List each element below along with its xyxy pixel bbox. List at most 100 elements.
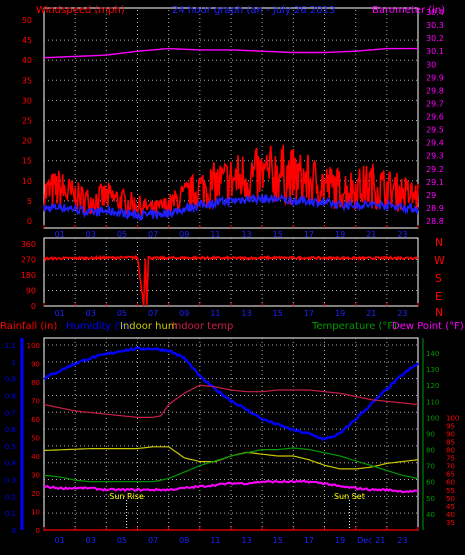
legend-humidity: Humidity (%) <box>66 321 132 332</box>
humidity-tick-label: 100 <box>27 342 40 350</box>
temperature-inner-tick-label: 40 <box>426 511 435 519</box>
legend-dew-point: Dew Point (°F) <box>392 321 464 332</box>
compass-s: S <box>435 272 442 285</box>
barometer-tick-label: 30.1 <box>426 47 444 56</box>
rainfall-tick-label: 0.2 <box>5 493 16 501</box>
direction-tick-label: 09 <box>179 309 189 318</box>
barometer-tick-label: 29.5 <box>426 126 444 135</box>
temperature-inner-tick-label: 80 <box>426 447 435 455</box>
direction-tick-label: 180 <box>21 271 36 280</box>
temperature-inner-tick-label: 70 <box>426 463 435 471</box>
windspeed-tick-label: 15 <box>22 157 32 166</box>
rainfall-tick-label: 0.5 <box>5 443 16 451</box>
wind-tick-label: 11 <box>210 230 220 239</box>
wind-panel-grid <box>44 10 418 228</box>
rainfall-tick-label: 0.1 <box>5 510 16 518</box>
barometer-tick-label: 29.1 <box>426 178 444 187</box>
windspeed-axis: 0 5 10 15 20 25 30 35 40 45 50 <box>22 16 32 226</box>
direction-tick-label: 11 <box>210 309 220 318</box>
windspeed-axis-label: Windspeed (mph) <box>36 5 125 16</box>
temperature-outer-tick-label: 80 <box>446 447 455 455</box>
legend-indoor-hum: Indoor hum <box>120 321 178 332</box>
windspeed-tick-label: 45 <box>22 36 32 45</box>
temperature-outer-tick-label: 45 <box>446 503 455 511</box>
barometer-tick-label: 28.9 <box>426 204 444 213</box>
temperature-outer-tick-label: 50 <box>446 495 455 503</box>
barometer-tick-label: 30 <box>426 60 436 69</box>
sun-markers: Sun Rise Sun Set <box>109 492 365 530</box>
compass-labels: N W S E N <box>434 236 445 319</box>
wind-tick-label: 19 <box>335 230 345 239</box>
rainfall-tick-label: 0.9 <box>5 376 16 384</box>
wind-tick-label: 01 <box>54 230 64 239</box>
windspeed-tick-label: 40 <box>22 56 32 65</box>
direction-tick-label: 05 <box>117 309 127 318</box>
temperature-outer-tick-label: 55 <box>446 487 455 495</box>
humidity-tick-label: 0 <box>36 527 40 535</box>
rainfall-tick-label: 0.3 <box>5 477 16 485</box>
sun-marker-label: Sun Set <box>334 492 365 501</box>
temp-panel-grid <box>44 338 418 530</box>
dew-point-line <box>43 479 419 494</box>
temp-tick-label: 17 <box>304 536 314 545</box>
legend-rainfall: Rainfall (in) <box>0 321 57 332</box>
wind-chart-title: 24 hour graph (an - July 26 2013 <box>172 5 335 16</box>
direction-series <box>43 254 419 307</box>
windspeed-tick-label: 50 <box>22 16 32 25</box>
barometer-axis: 28.8 28.9 29 29.1 29.2 29.3 29.4 29.5 29.6 29.7 29… <box>426 8 444 226</box>
direction-tick-label: 270 <box>21 256 36 265</box>
temp-tick-label: 05 <box>117 536 127 545</box>
indoor-temp-line <box>43 384 419 418</box>
humidity-tick-label: 50 <box>31 435 40 443</box>
temp-legend: Rainfall (in) Humidity (%) Indoor hum In… <box>0 321 464 332</box>
temp-tick-label: 01 <box>54 536 64 545</box>
temp-tick-label: Dec 21 <box>357 536 385 545</box>
temperature-line <box>43 447 419 483</box>
barometer-tick-label: 28.8 <box>426 217 444 226</box>
temperature-inner-tick-label: 140 <box>426 350 439 358</box>
temp-tick-label: 23 <box>397 536 407 545</box>
temperature-outer-tick-label: 70 <box>446 463 455 471</box>
windspeed-tick-label: 35 <box>22 76 32 85</box>
rainfall-tick-label: 0 <box>12 527 16 535</box>
barometer-tick-label: 29 <box>426 191 436 200</box>
windspeed-tick-label: 0 <box>27 217 32 226</box>
wind-series <box>43 47 419 222</box>
temperature-inner-tick-label: 50 <box>426 495 435 503</box>
barometer-tick-label: 29.7 <box>426 99 444 108</box>
direction-time-axis: 01 03 05 07 09 11 13 15 17 19 21 23 <box>43 303 419 318</box>
temperature-outer-tick-label: 75 <box>446 455 455 463</box>
wind-tick-label: 09 <box>179 230 189 239</box>
temperature-outer-tick-label: 95 <box>446 422 455 430</box>
compass-n-bottom: N <box>435 306 443 319</box>
wind-tick-label: 23 <box>397 230 407 239</box>
temp-tick-label: 11 <box>210 536 220 545</box>
gust-line <box>43 193 419 222</box>
barometer-tick-label: 29.6 <box>426 113 444 122</box>
compass-w: W <box>434 254 445 267</box>
direction-tick-label: 07 <box>148 309 158 318</box>
compass-n-top: N <box>435 236 443 249</box>
rainfall-axis: 0 0.1 0.2 0.3 0.4 0.5 0.6 0.7 0.8 0.9 1 1.1 <box>5 342 17 535</box>
wind-time-axis: 01 03 05 07 09 11 13 15 17 19 21 23 <box>43 225 419 239</box>
barometer-tick-label: 29.4 <box>426 139 444 148</box>
temp-tick-label: 13 <box>241 536 251 545</box>
wind-tick-label: 03 <box>86 230 96 239</box>
temperature-inner-tick-label: 100 <box>426 414 439 422</box>
humidity-tick-label: 30 <box>31 472 40 480</box>
windspeed-tick-label: 25 <box>22 117 32 126</box>
direction-line <box>43 254 419 307</box>
barometer-tick-label: 29.8 <box>426 86 444 95</box>
humidity-tick-label: 80 <box>31 379 40 387</box>
temp-tick-label: 15 <box>273 536 283 545</box>
barometer-axis-label: Barometer (in) <box>372 5 445 16</box>
direction-tick-label: 15 <box>273 309 283 318</box>
legend-temperature: Temperature (°F) <box>311 321 397 332</box>
wind-tick-label: 21 <box>366 230 376 239</box>
temp-tick-label: 19 <box>335 536 345 545</box>
humidity-tick-label: 70 <box>31 398 40 406</box>
direction-tick-label: 17 <box>304 309 314 318</box>
